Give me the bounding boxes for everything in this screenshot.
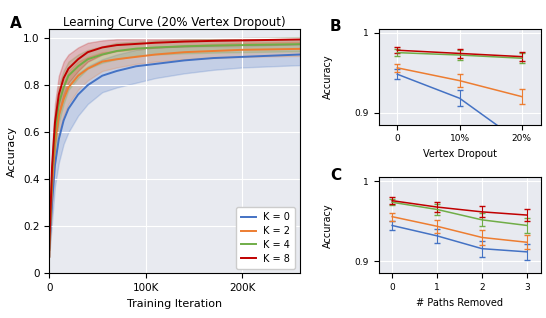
K = 8 <box>49 166 55 169</box>
K = 0 <box>56 137 62 141</box>
K = 0 <box>210 56 217 60</box>
Title: Learning Curve (20% Vertex Dropout): Learning Curve (20% Vertex Dropout) <box>63 16 286 29</box>
K = 4 <box>65 74 72 78</box>
K = 8 <box>56 93 62 96</box>
K = 2 <box>181 50 188 54</box>
Y-axis label: Accuracy: Accuracy <box>323 54 333 99</box>
Text: A: A <box>10 16 22 31</box>
K = 2 <box>49 184 55 188</box>
K = 0 <box>49 201 55 205</box>
K = 4 <box>152 45 158 49</box>
K = 8 <box>61 76 67 80</box>
K = 0 <box>297 52 304 56</box>
K = 4 <box>297 42 304 46</box>
K = 4 <box>114 49 120 53</box>
Line: K = 8: K = 8 <box>49 39 300 250</box>
Legend: K = 0, K = 2, K = 4, K = 8: K = 0, K = 2, K = 4, K = 8 <box>236 207 295 269</box>
K = 4 <box>239 43 246 47</box>
K = 8 <box>114 43 120 47</box>
K = 8 <box>297 38 304 41</box>
K = 8 <box>99 45 105 49</box>
K = 4 <box>52 130 58 134</box>
K = 8 <box>210 39 217 43</box>
Text: B: B <box>330 19 342 34</box>
K = 2 <box>99 60 105 64</box>
K = 2 <box>52 142 58 146</box>
K = 2 <box>65 86 72 89</box>
K = 2 <box>133 55 139 59</box>
K = 4 <box>99 52 105 56</box>
K = 4 <box>49 173 55 176</box>
K = 0 <box>114 69 120 73</box>
K = 0 <box>61 119 67 122</box>
K = 4 <box>85 57 91 61</box>
Line: K = 4: K = 4 <box>49 44 300 250</box>
K = 0 <box>181 59 188 62</box>
K = 0 <box>75 93 81 96</box>
K = 8 <box>75 57 81 61</box>
X-axis label: Vertex Dropout: Vertex Dropout <box>423 149 496 159</box>
K = 4 <box>75 64 81 68</box>
K = 0 <box>152 62 158 66</box>
K = 4 <box>210 44 217 47</box>
Y-axis label: Accuracy: Accuracy <box>323 203 333 248</box>
K = 2 <box>85 67 91 71</box>
K = 8 <box>65 67 72 71</box>
K = 2 <box>61 97 67 101</box>
K = 2 <box>210 49 217 53</box>
K = 8 <box>46 248 52 252</box>
K = 8 <box>152 41 158 45</box>
K = 0 <box>46 248 52 252</box>
Line: K = 0: K = 0 <box>49 54 300 250</box>
K = 8 <box>268 38 275 42</box>
K = 4 <box>181 45 188 48</box>
Line: K = 2: K = 2 <box>49 49 300 250</box>
X-axis label: # Paths Removed: # Paths Removed <box>416 298 503 308</box>
K = 8 <box>181 40 188 44</box>
K = 0 <box>133 64 139 68</box>
K = 4 <box>268 43 275 46</box>
K = 4 <box>46 248 52 252</box>
K = 2 <box>239 48 246 52</box>
K = 0 <box>268 54 275 58</box>
K = 2 <box>56 114 62 118</box>
Y-axis label: Accuracy: Accuracy <box>7 126 17 176</box>
K = 0 <box>85 83 91 87</box>
K = 8 <box>133 42 139 46</box>
K = 0 <box>65 107 72 111</box>
K = 8 <box>239 38 246 42</box>
K = 0 <box>239 55 246 59</box>
K = 8 <box>85 50 91 54</box>
K = 2 <box>297 47 304 51</box>
K = 2 <box>114 57 120 61</box>
K = 4 <box>133 47 139 51</box>
X-axis label: Training Iteration: Training Iteration <box>127 299 222 309</box>
K = 2 <box>46 248 52 252</box>
K = 8 <box>52 121 58 125</box>
K = 0 <box>99 74 105 78</box>
K = 4 <box>61 86 67 89</box>
Text: C: C <box>330 168 341 183</box>
K = 0 <box>52 163 58 167</box>
K = 2 <box>152 52 158 56</box>
K = 2 <box>75 74 81 78</box>
K = 4 <box>56 102 62 106</box>
K = 2 <box>268 47 275 51</box>
